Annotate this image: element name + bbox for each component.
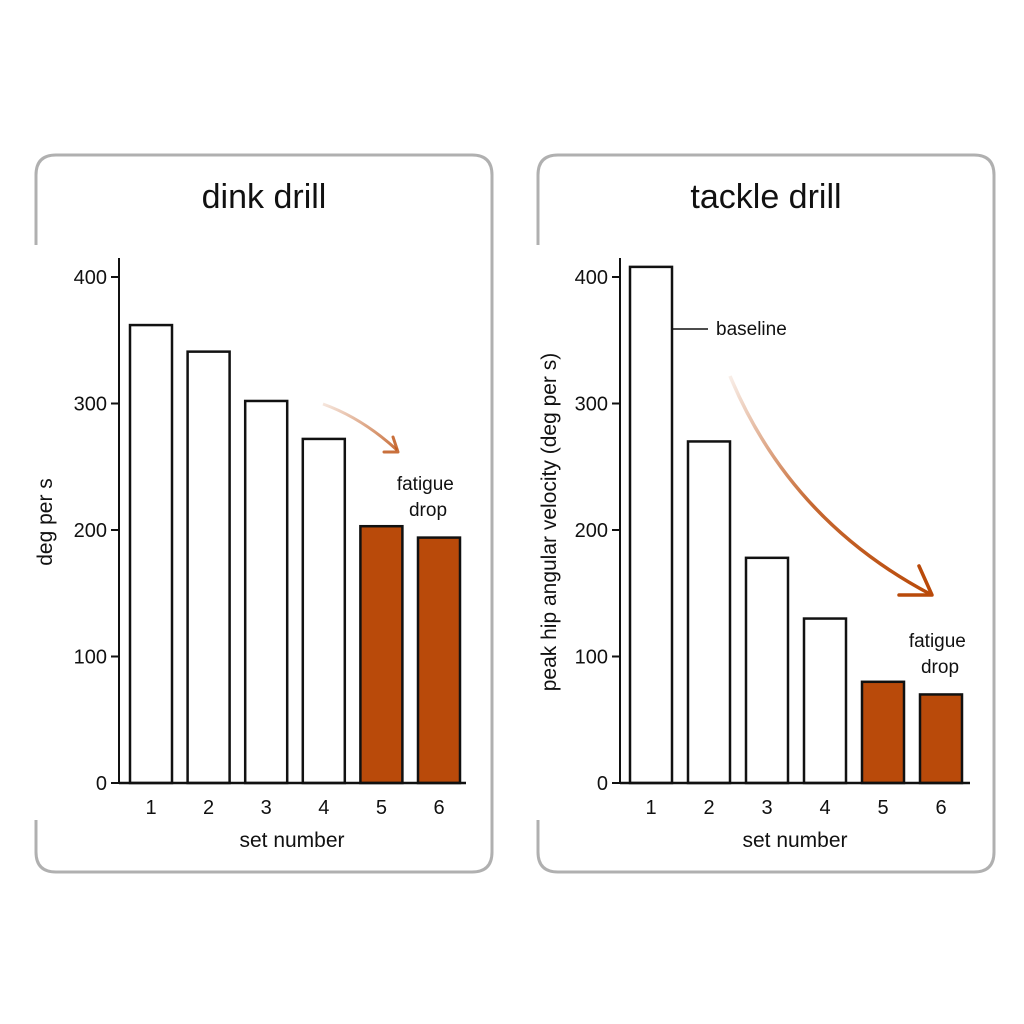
fatigue-drop-label: fatigue drop <box>397 474 459 521</box>
panel-frame <box>536 153 996 874</box>
x-axis-title: set number <box>742 829 847 852</box>
x-tick-label: 1 <box>645 797 656 819</box>
y-tick-label: 400 <box>575 267 608 289</box>
x-tick-label: 2 <box>703 797 714 819</box>
y-tick-label: 300 <box>575 394 608 416</box>
bar-set-5-fatigue <box>359 524 404 785</box>
y-tick-label: 200 <box>74 520 107 542</box>
x-axis: 1 2 3 4 5 6 <box>119 781 466 819</box>
y-tick-label: 100 <box>74 647 107 669</box>
x-tick-label: 5 <box>877 797 888 819</box>
x-tick-label: 4 <box>819 797 830 819</box>
bar-set-2 <box>686 440 732 785</box>
y-axis-title: deg per s <box>34 478 57 566</box>
bar-set-2 <box>186 350 231 785</box>
x-tick-label: 1 <box>145 797 156 819</box>
y-tick-label: 100 <box>575 647 608 669</box>
y-axis: 0 100 200 300 400 <box>74 258 120 795</box>
y-tick-label: 0 <box>597 773 608 795</box>
x-tick-label: 6 <box>935 797 946 819</box>
y-tick-label: 400 <box>74 267 107 289</box>
bar-set-3 <box>744 556 790 785</box>
x-tick-label: 3 <box>261 797 272 819</box>
y-tick-label: 300 <box>74 394 107 416</box>
panel-tackle-drill: tackle drill 0 100 200 300 400 1 2 3 4 5 6 set nu… <box>536 153 996 874</box>
y-tick-label: 200 <box>575 520 608 542</box>
bar-series <box>128 323 462 785</box>
panel-dink-drill: dink drill 0 100 200 300 400 1 2 3 4 5 6 set numb… <box>34 153 494 874</box>
y-axis-title: peak hip angular velocity (deg per s) <box>538 353 561 692</box>
bar-set-5-fatigue <box>860 680 906 785</box>
x-tick-label: 2 <box>203 797 214 819</box>
bar-set-6-fatigue <box>416 536 462 785</box>
x-tick-label: 3 <box>761 797 772 819</box>
x-axis: 1 2 3 4 5 6 <box>620 781 970 819</box>
y-tick-label: 0 <box>96 773 107 795</box>
fatigue-arrow <box>322 402 400 454</box>
bar-set-1 <box>628 265 674 785</box>
bar-set-4 <box>301 437 347 785</box>
x-axis-title: set number <box>239 829 344 852</box>
x-tick-label: 4 <box>318 797 329 819</box>
x-tick-label: 6 <box>433 797 444 819</box>
panel-frame <box>34 153 494 874</box>
y-axis: 0 100 200 300 400 <box>575 258 621 795</box>
baseline-label: baseline <box>716 319 787 340</box>
fatigue-arrow <box>728 375 934 597</box>
bar-set-3 <box>243 399 289 785</box>
chart-title: dink drill <box>202 178 327 216</box>
bar-set-1 <box>128 323 174 785</box>
chart-title: tackle drill <box>690 178 841 216</box>
bar-set-4 <box>802 617 848 785</box>
bar-set-6-fatigue <box>918 693 964 785</box>
x-tick-label: 5 <box>376 797 387 819</box>
fatigue-drop-label: fatigue drop <box>909 631 971 678</box>
bar-series <box>628 265 964 785</box>
